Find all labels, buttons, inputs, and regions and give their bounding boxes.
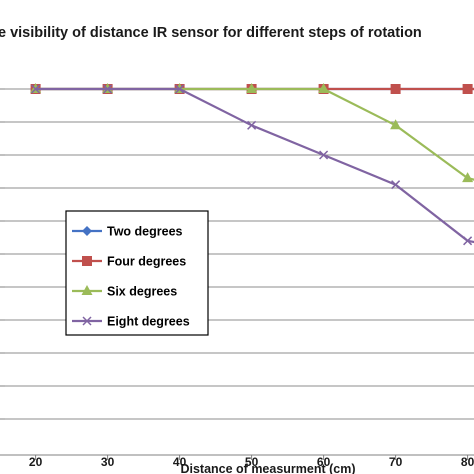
point-six-degrees-60 bbox=[318, 83, 330, 93]
series-line-eight-degrees bbox=[35, 87, 474, 244]
x-tick-label-50: 50 bbox=[245, 455, 259, 469]
legend-marker-six-degrees bbox=[81, 285, 93, 295]
series bbox=[30, 83, 474, 246]
x-tick-label-40: 40 bbox=[173, 455, 187, 469]
point-eight-degrees-20-stroke-b bbox=[31, 84, 41, 94]
x-tick-label-20: 20 bbox=[29, 455, 43, 469]
point-eight-degrees-80-stroke-b bbox=[463, 236, 473, 246]
point-eight-degrees-60-stroke-b bbox=[319, 150, 329, 160]
point-six-degrees-50 bbox=[246, 83, 258, 93]
point-six-degrees-80 bbox=[462, 172, 474, 183]
chart-title: e visibility of distance IR sensor for d… bbox=[0, 25, 422, 41]
x-tick-label-60: 60 bbox=[317, 455, 331, 469]
point-four-degrees-70 bbox=[390, 84, 401, 94]
legend-marker-eight-degrees-stroke-b bbox=[82, 316, 92, 326]
point-four-degrees-80 bbox=[462, 84, 473, 94]
x-axis-title: Distance of measurment (cm) bbox=[180, 462, 355, 474]
x-tick-label-70: 70 bbox=[389, 455, 403, 469]
x-tick-label-30: 30 bbox=[101, 455, 115, 469]
legend-label-four-degrees: Four degrees bbox=[107, 255, 186, 269]
point-eight-degrees-70-stroke-b bbox=[391, 180, 401, 190]
point-eight-degrees-30-stroke-b bbox=[103, 84, 113, 94]
legend-label-eight-degrees: Eight degrees bbox=[107, 315, 190, 329]
point-eight-degrees-20 bbox=[31, 84, 41, 94]
legend-marker-four-degrees bbox=[82, 256, 92, 266]
x-tick-labels: 20 30 40 50 60 70 80 bbox=[29, 455, 474, 469]
legend: Two degrees Four degrees Six degrees Eight … bbox=[65, 210, 209, 336]
point-eight-degrees-60 bbox=[319, 150, 329, 160]
point-eight-degrees-40-stroke-b bbox=[175, 84, 185, 94]
point-eight-degrees-40 bbox=[175, 84, 185, 94]
legend-marker-eight-degrees bbox=[82, 316, 92, 326]
point-eight-degrees-30 bbox=[103, 84, 113, 94]
legend-marker-two-degrees bbox=[82, 226, 92, 236]
point-eight-degrees-80 bbox=[463, 236, 473, 246]
point-eight-degrees-50-stroke-b bbox=[247, 120, 257, 130]
legend-item-four-degrees: Four degrees bbox=[72, 255, 186, 269]
legend-item-six-degrees: Six degrees bbox=[72, 285, 177, 299]
series-eight-degrees bbox=[31, 84, 474, 246]
legend-item-eight-degrees: Eight degrees bbox=[72, 315, 190, 329]
legend-label-two-degrees: Two degrees bbox=[107, 225, 183, 239]
point-eight-degrees-70 bbox=[391, 180, 401, 190]
legend-label-six-degrees: Six degrees bbox=[107, 285, 177, 299]
legend-item-two-degrees: Two degrees bbox=[72, 225, 183, 239]
x-tick-label-80: 80 bbox=[461, 455, 474, 469]
point-eight-degrees-50 bbox=[247, 120, 257, 130]
point-six-degrees-70 bbox=[390, 119, 402, 130]
